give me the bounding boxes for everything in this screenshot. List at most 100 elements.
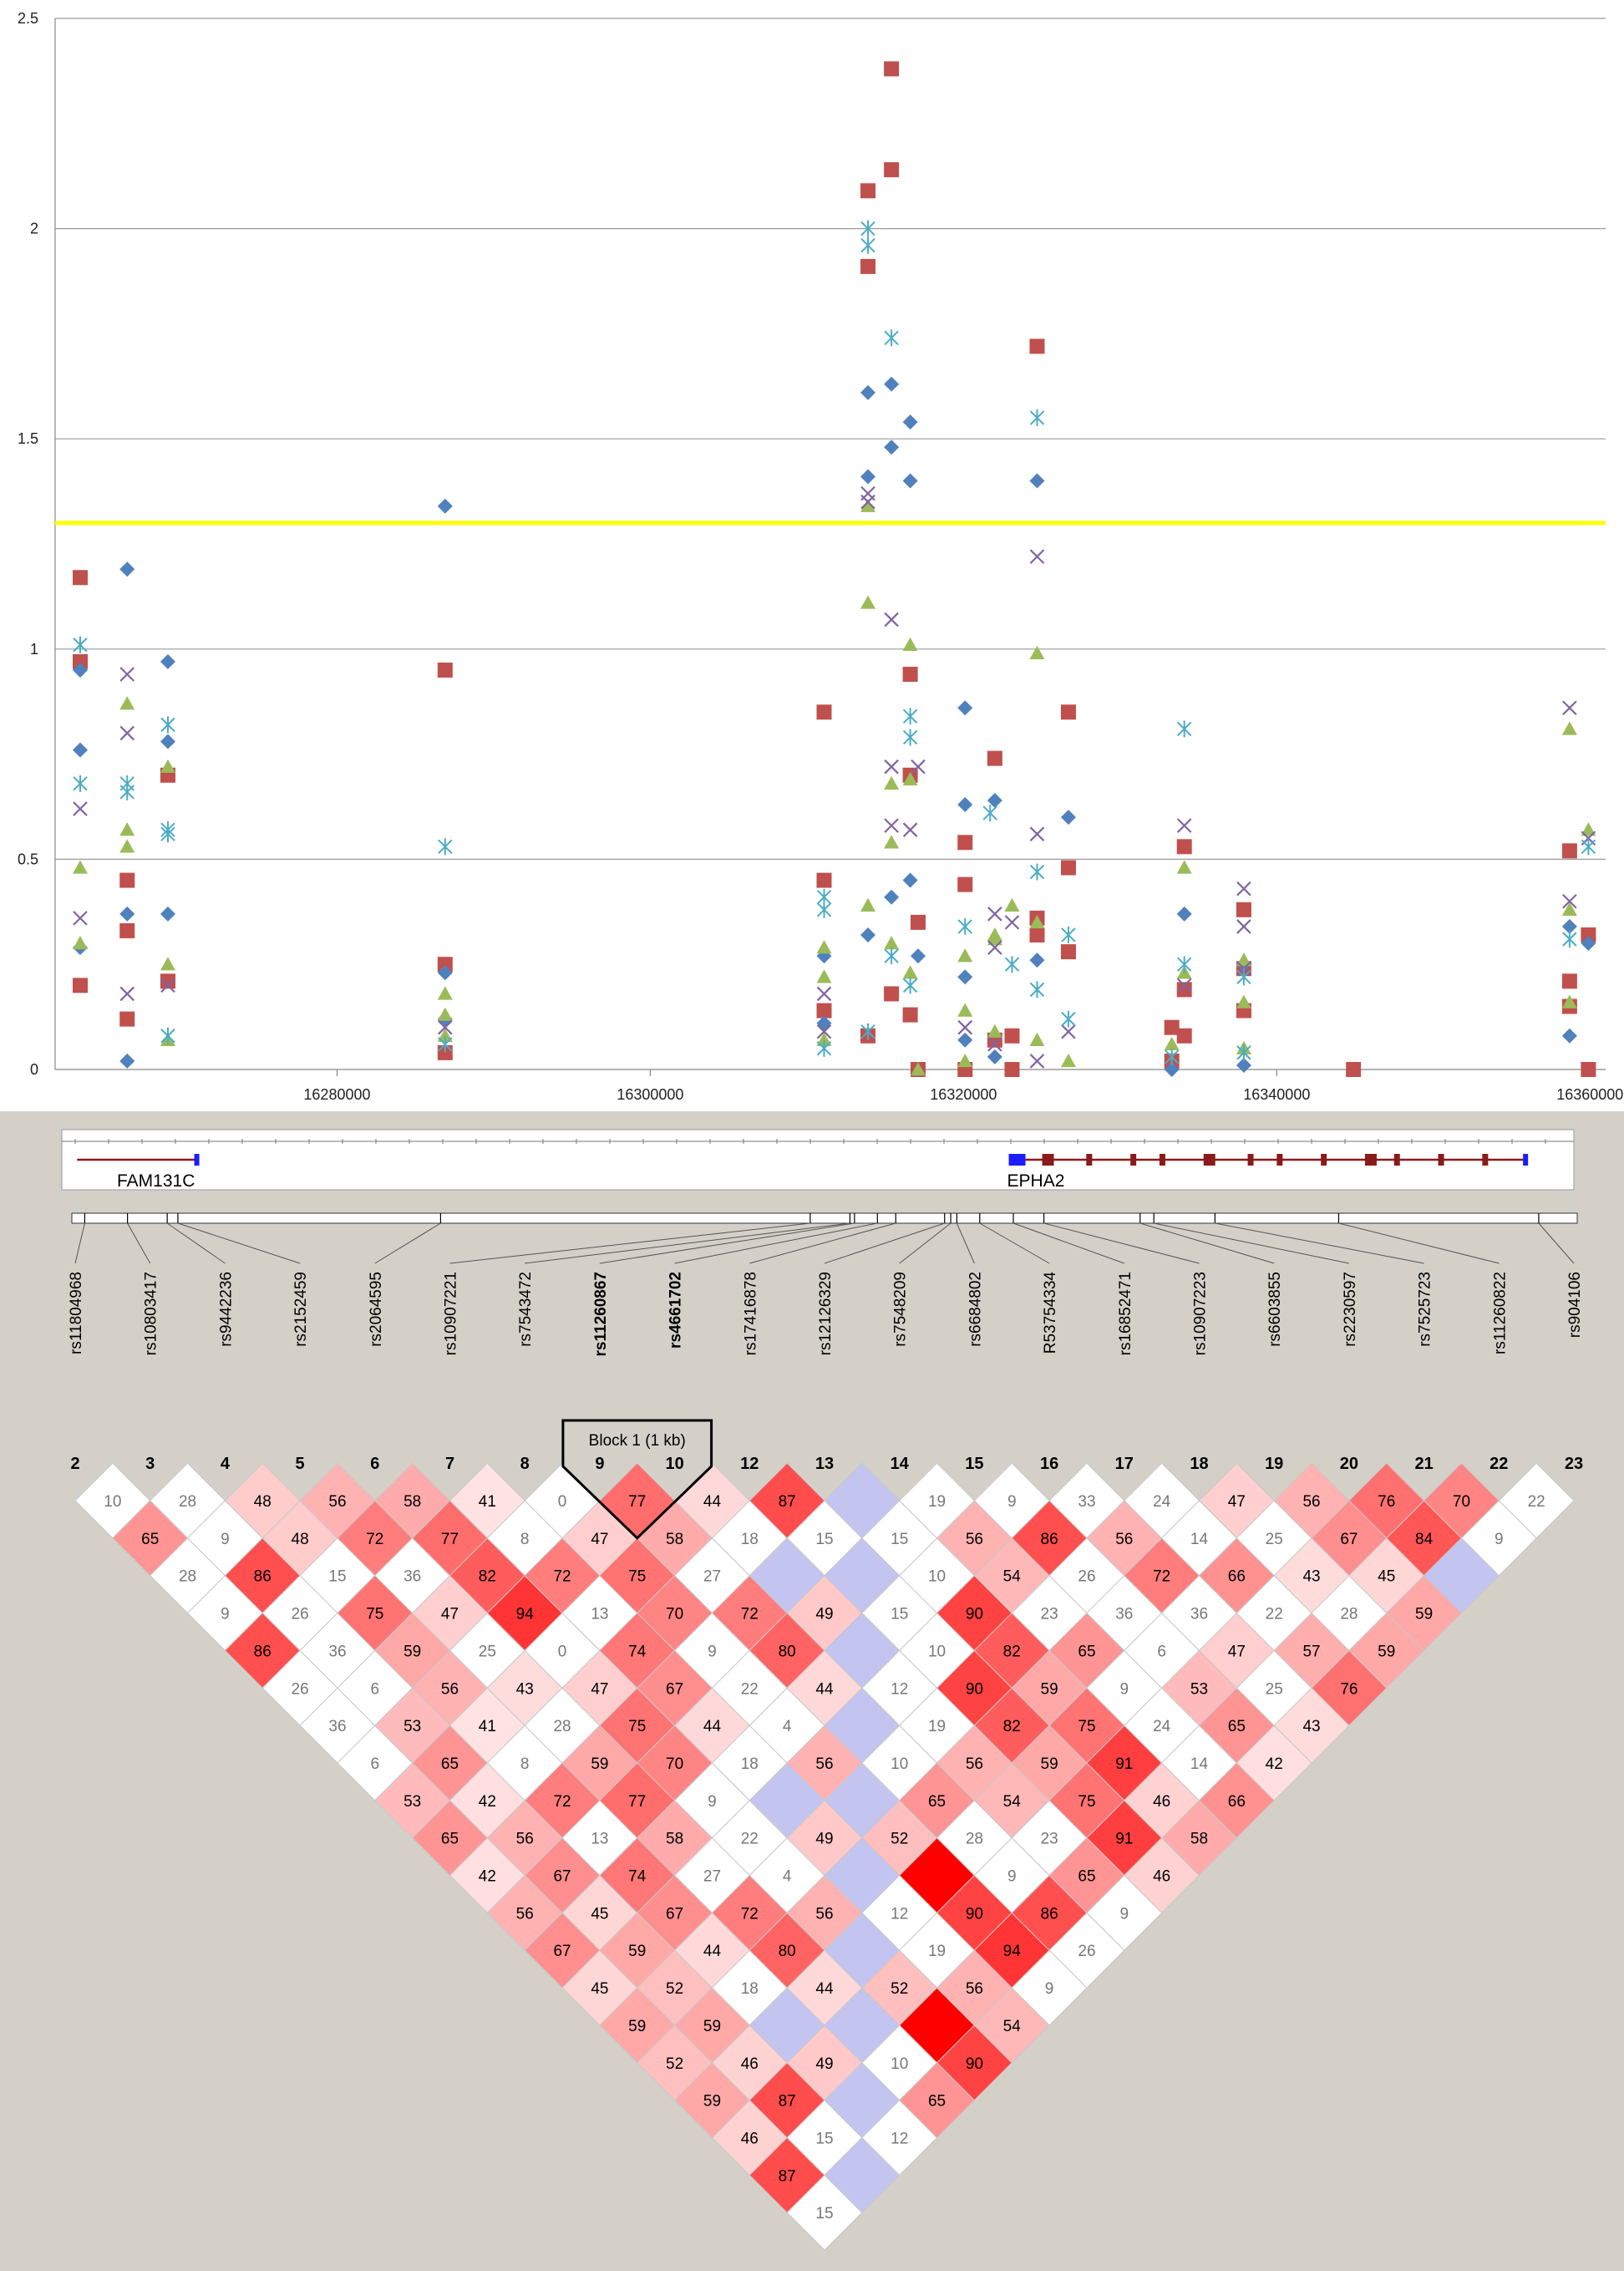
snp-name-label: rs904106 <box>1566 1272 1584 1338</box>
ld-cell-value: 82 <box>479 1568 496 1586</box>
ld-cell-value: 86 <box>254 1568 272 1586</box>
ld-cell-value: 67 <box>666 1680 683 1698</box>
ld-cell-value: 45 <box>591 1980 608 1998</box>
ld-cell-value: 58 <box>403 1493 421 1511</box>
ld-cell-value: 65 <box>928 1793 946 1811</box>
ld-cell-value: 36 <box>328 1643 346 1660</box>
ld-cell-value: 23 <box>1041 1606 1058 1623</box>
ld-cell-value: 44 <box>703 1493 722 1511</box>
gene-exon <box>1159 1154 1165 1166</box>
data-point-diamond <box>119 561 135 577</box>
ld-cell-value: 47 <box>1228 1493 1246 1511</box>
ld-cell-value: 44 <box>815 1980 834 1998</box>
data-point-star <box>902 729 918 746</box>
ld-cell-value: 90 <box>966 2055 983 2073</box>
snp-connector-line <box>374 1222 441 1264</box>
snp-name-label: rs11260822 <box>1491 1272 1509 1354</box>
gene-exon <box>1276 1154 1283 1166</box>
data-point-diamond <box>1561 918 1577 934</box>
ld-cell-value: 56 <box>966 1980 983 1998</box>
data-point-square <box>910 914 926 930</box>
ld-cell-value: 54 <box>1003 2018 1022 2035</box>
ld-cell-value: 18 <box>741 1531 759 1548</box>
data-point-star <box>1061 926 1076 943</box>
ld-cell-value: 59 <box>1415 1606 1433 1623</box>
ld-cell-value: 28 <box>966 1831 983 1848</box>
gene-exon <box>1321 1154 1327 1166</box>
data-point-diamond <box>72 662 88 678</box>
data-point-triangle <box>902 637 918 651</box>
data-point-diamond <box>902 872 918 888</box>
data-point-x <box>884 612 899 627</box>
ld-cell-value: 9 <box>221 1606 230 1623</box>
ld-cell-value: 6 <box>1157 1643 1166 1660</box>
data-point-triangle <box>1561 994 1577 1008</box>
y-tick-label: 1 <box>30 641 38 658</box>
data-point-triangle <box>1164 1036 1180 1051</box>
ld-cell-value: 49 <box>815 2055 833 2073</box>
ld-cell-value: 44 <box>703 1718 722 1735</box>
gene-exon <box>1247 1154 1254 1166</box>
ld-cell-value: 9 <box>1045 1980 1054 1998</box>
ld-cell-value: 58 <box>666 1531 683 1548</box>
data-point-square <box>1581 927 1596 942</box>
ld-cell-value: 0 <box>558 1493 567 1511</box>
ld-cell-value: 9 <box>1120 1905 1129 1923</box>
data-point-triangle <box>119 839 135 853</box>
ld-cell-value: 65 <box>441 1831 459 1848</box>
data-point-star <box>1581 838 1596 856</box>
snp-name-label: rs7525723 <box>1417 1272 1434 1347</box>
ld-cell-value: 12 <box>891 1905 908 1923</box>
ld-cell-value: 76 <box>1340 1680 1358 1698</box>
ld-cell-value: 70 <box>666 1755 683 1773</box>
data-point-diamond <box>119 906 135 922</box>
data-point-diamond <box>437 965 453 981</box>
ld-cell-value: 56 <box>815 1905 833 1923</box>
data-point-square <box>1164 1019 1180 1035</box>
snp-connector-line <box>674 1222 878 1264</box>
data-point-square <box>1004 1028 1020 1044</box>
ld-column-number: 5 <box>296 1455 305 1473</box>
data-point-x <box>1029 826 1045 841</box>
data-point-triangle <box>957 1003 973 1017</box>
data-point-triangle <box>1029 914 1045 929</box>
ld-column-number: 19 <box>1265 1455 1283 1473</box>
ld-cell-value: 90 <box>966 1680 983 1698</box>
ld-cell-value: 6 <box>371 1755 380 1773</box>
snp-connector-line <box>1139 1222 1275 1264</box>
snp-connector-line <box>1338 1222 1500 1264</box>
ld-cell-value: 14 <box>1190 1531 1209 1548</box>
ld-cell-value: 72 <box>553 1568 571 1586</box>
ld-cell-value: 90 <box>966 1606 983 1623</box>
ld-cell-value: 33 <box>1078 1493 1095 1511</box>
ld-cell-value: 6 <box>371 1680 380 1698</box>
ld-cell-value: 22 <box>1528 1493 1545 1511</box>
data-point-triangle <box>902 965 918 979</box>
gene-utr <box>194 1154 200 1166</box>
ld-cell-value: 9 <box>221 1531 230 1548</box>
x-tick-label: 16280000 <box>303 1086 370 1103</box>
ld-cell-value: 18 <box>741 1755 759 1773</box>
ld-cell-value: 36 <box>1115 1606 1133 1623</box>
data-point-star <box>1176 956 1192 973</box>
ld-cell-value: 65 <box>928 2093 946 2111</box>
gene-exon <box>1364 1154 1377 1166</box>
ld-cell-value: 56 <box>516 1905 534 1923</box>
ld-cell-value: 94 <box>1003 1943 1022 1960</box>
data-point-diamond <box>902 414 918 430</box>
ld-cell-value: 22 <box>1266 1606 1283 1623</box>
data-point-star <box>860 1023 875 1040</box>
data-point-diamond <box>1029 473 1045 489</box>
ld-cell-value: 59 <box>703 2018 721 2035</box>
ld-cell-value: 59 <box>1041 1755 1058 1773</box>
ld-cell-value: 56 <box>966 1531 983 1548</box>
ld-cell-value: 59 <box>591 1755 608 1773</box>
snp-connector-line <box>127 1222 151 1264</box>
x-tick-label: 16300000 <box>617 1086 683 1103</box>
ld-cell-value: 72 <box>741 1606 759 1623</box>
data-point-square <box>1236 902 1251 917</box>
ld-cell-value: 75 <box>628 1568 646 1586</box>
data-point-x <box>119 667 135 682</box>
ld-cell-value: 10 <box>928 1568 946 1586</box>
data-point-diamond <box>160 906 175 922</box>
